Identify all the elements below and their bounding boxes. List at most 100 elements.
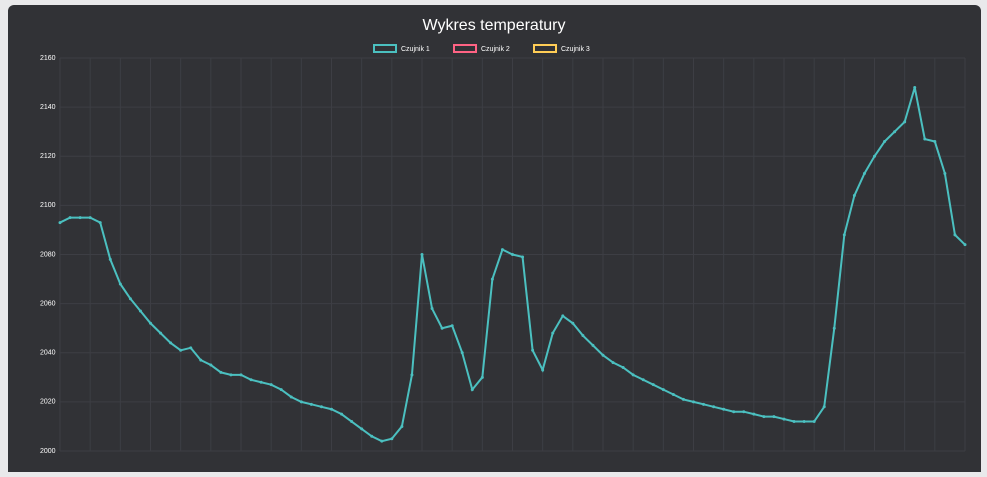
- point: [903, 120, 907, 124]
- point: [742, 410, 746, 414]
- point: [380, 439, 384, 443]
- point: [671, 393, 675, 397]
- point: [138, 309, 142, 313]
- point: [450, 324, 454, 328]
- point: [611, 361, 615, 365]
- point: [722, 407, 726, 411]
- point: [249, 378, 253, 382]
- legend-swatch: [533, 44, 557, 53]
- point: [309, 402, 313, 406]
- chart-panel: [8, 5, 981, 477]
- point: [490, 277, 494, 281]
- point: [651, 383, 655, 387]
- point: [702, 402, 706, 406]
- point: [712, 405, 716, 409]
- point: [521, 255, 525, 259]
- point: [410, 373, 414, 377]
- point: [259, 380, 263, 384]
- point: [269, 383, 273, 387]
- point: [883, 140, 887, 144]
- legend-label: Czujnik 2: [481, 46, 510, 53]
- point: [661, 388, 665, 392]
- point: [681, 397, 685, 401]
- point: [933, 140, 937, 144]
- point: [862, 171, 866, 175]
- y-tick-label: 2060: [40, 300, 56, 307]
- point: [480, 375, 484, 379]
- point: [390, 437, 394, 441]
- point: [68, 216, 72, 220]
- point: [641, 378, 645, 382]
- point: [440, 326, 444, 330]
- point: [581, 334, 585, 338]
- point: [591, 343, 595, 347]
- legend-swatch: [453, 44, 477, 53]
- y-tick-label: 2160: [40, 55, 56, 62]
- point: [299, 400, 303, 404]
- point: [118, 282, 122, 286]
- point: [531, 348, 535, 352]
- point: [621, 365, 625, 369]
- chart-title: Wykres temperatury: [423, 17, 566, 34]
- point: [229, 373, 233, 377]
- point: [802, 420, 806, 424]
- point: [852, 194, 856, 198]
- point: [279, 388, 283, 392]
- point: [561, 314, 565, 318]
- point: [58, 221, 62, 225]
- point: [88, 216, 92, 220]
- point: [128, 297, 132, 301]
- point: [822, 405, 826, 409]
- y-tick-label: 2040: [40, 350, 56, 357]
- point: [319, 405, 323, 409]
- point: [893, 130, 897, 134]
- point: [732, 410, 736, 414]
- y-tick-label: 2100: [40, 202, 56, 209]
- point: [239, 373, 243, 377]
- point: [571, 321, 575, 325]
- point: [601, 353, 605, 357]
- legend-label: Czujnik 1: [401, 46, 430, 53]
- point: [873, 154, 876, 158]
- point: [470, 388, 474, 392]
- y-tick-label: 2020: [40, 399, 56, 406]
- point: [169, 341, 173, 345]
- point: [812, 420, 816, 424]
- point: [209, 363, 213, 367]
- point: [692, 400, 695, 404]
- point: [289, 395, 293, 399]
- legend-swatch: [373, 44, 397, 53]
- point: [842, 233, 846, 237]
- point: [420, 253, 424, 256]
- point: [923, 137, 927, 141]
- y-tick-label: 2140: [40, 104, 56, 111]
- point: [752, 412, 756, 416]
- point: [943, 171, 947, 175]
- point: [360, 427, 364, 431]
- point: [370, 434, 374, 438]
- point: [963, 243, 967, 247]
- point: [792, 420, 796, 424]
- point: [832, 326, 836, 330]
- point: [511, 253, 514, 256]
- point: [98, 221, 102, 225]
- point: [551, 331, 555, 335]
- point: [149, 321, 152, 325]
- point: [159, 331, 163, 335]
- y-tick-label: 2000: [40, 448, 56, 455]
- point: [350, 420, 354, 424]
- point: [340, 412, 344, 416]
- point: [219, 370, 223, 374]
- point: [189, 346, 193, 350]
- point: [913, 85, 917, 89]
- point: [631, 373, 635, 377]
- point: [330, 407, 333, 411]
- y-tick-label: 2080: [40, 251, 56, 258]
- point: [460, 351, 464, 355]
- point: [500, 248, 504, 252]
- point: [541, 368, 545, 372]
- y-tick-label: 2120: [40, 153, 56, 160]
- point: [782, 417, 786, 421]
